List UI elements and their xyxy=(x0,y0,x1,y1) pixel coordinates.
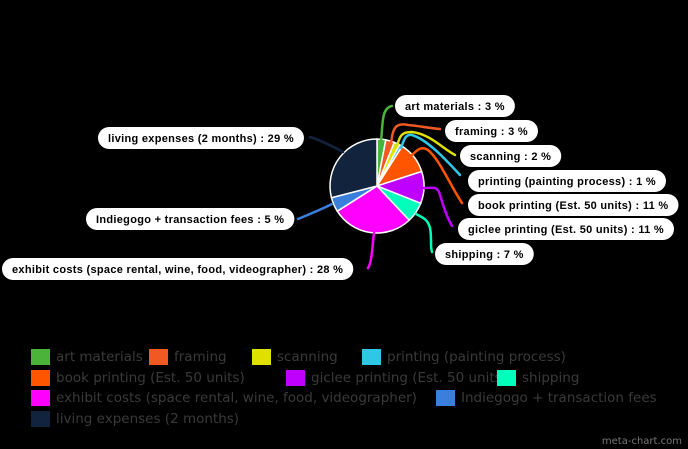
legend-item[interactable]: exhibit costs (space rental, wine, food,… xyxy=(31,390,417,407)
leader-line xyxy=(410,146,464,205)
legend-label: living expenses (2 months) xyxy=(56,410,240,427)
legend-item[interactable]: shipping xyxy=(497,369,580,386)
legend-label: printing (painting process) xyxy=(387,349,566,366)
data-label-text: printing (painting process) : 1 % xyxy=(478,176,656,188)
leader-lines xyxy=(296,104,464,270)
legend-swatch xyxy=(31,349,50,366)
legend-item[interactable]: printing (painting process) xyxy=(362,349,566,366)
legend-row: exhibit costs (space rental, wine, food,… xyxy=(31,388,671,409)
legend-swatch xyxy=(362,349,381,366)
pie-slice xyxy=(329,138,378,199)
data-label-text: art materials : 3 % xyxy=(405,101,505,113)
leader-line xyxy=(308,135,345,154)
data-label-bubble xyxy=(86,208,295,230)
data-label: framing : 3 % xyxy=(445,120,538,142)
leader-line xyxy=(366,231,376,270)
data-label-bubble xyxy=(445,120,538,142)
legend-item[interactable]: Indiegogo + transaction fees xyxy=(436,390,657,407)
leader-line xyxy=(414,212,434,254)
legend-item[interactable]: art materials xyxy=(31,349,143,366)
legend-swatch xyxy=(31,410,50,427)
data-label: exhibit costs (space rental, wine, food,… xyxy=(2,258,354,280)
legend-swatch xyxy=(252,349,271,366)
leader-line xyxy=(389,123,442,145)
pie-slices xyxy=(329,138,425,234)
data-label-text: framing : 3 % xyxy=(455,126,528,138)
data-label-bubble xyxy=(2,258,354,280)
legend-label: framing xyxy=(174,349,227,366)
legend-item[interactable]: book printing (Est. 50 units) xyxy=(31,369,245,386)
data-label-bubble xyxy=(98,127,304,149)
legend-item[interactable]: framing xyxy=(149,349,227,366)
legend-label: giclee printing (Est. 50 units) xyxy=(311,369,507,386)
data-label: shipping : 7 % xyxy=(435,243,534,265)
leader-line xyxy=(422,186,454,228)
data-label-text: giclee printing (Est. 50 units) : 11 % xyxy=(468,224,664,236)
data-label: living expenses (2 months) : 29 % xyxy=(98,127,304,149)
legend-item[interactable]: giclee printing (Est. 50 units) xyxy=(286,369,507,386)
data-label-text: book printing (Est. 50 units) : 11 % xyxy=(478,200,668,212)
data-label-text: shipping : 7 % xyxy=(445,249,524,261)
data-label-text: Indiegogo + transaction fees : 5 % xyxy=(96,214,284,226)
data-labels: art materials : 3 % framing : 3 % scanning… xyxy=(2,95,679,280)
data-label: giclee printing (Est. 50 units) : 11 % xyxy=(458,218,674,240)
legend-row: living expenses (2 months) xyxy=(31,409,671,430)
legend: art materials framing scanning printing (pa… xyxy=(31,347,671,429)
legend-row: book printing (Est. 50 units) giclee prin… xyxy=(31,368,671,389)
watermark: meta-chart.com xyxy=(601,436,682,447)
legend-swatch xyxy=(149,349,168,366)
legend-label: shipping xyxy=(522,369,580,386)
legend-swatch xyxy=(31,369,50,386)
data-label-bubble xyxy=(395,95,515,117)
leader-line xyxy=(296,202,334,221)
data-label: art materials : 3 % xyxy=(395,95,515,117)
legend-label: Indiegogo + transaction fees xyxy=(461,390,657,407)
legend-label: exhibit costs (space rental, wine, food,… xyxy=(56,390,417,407)
data-label: Indiegogo + transaction fees : 5 % xyxy=(86,208,295,230)
data-label-bubble xyxy=(468,170,666,192)
data-label: scanning : 2 % xyxy=(460,145,562,167)
leader-line xyxy=(379,104,394,143)
data-label: printing (painting process) : 1 % xyxy=(468,170,666,192)
legend-swatch xyxy=(497,369,516,386)
data-label-bubble xyxy=(460,145,562,167)
data-label: book printing (Est. 50 units) : 11 % xyxy=(468,194,679,216)
data-label-text: exhibit costs (space rental, wine, food,… xyxy=(12,264,343,276)
legend-item[interactable]: living expenses (2 months) xyxy=(31,410,240,427)
data-label-bubble xyxy=(435,243,534,265)
leader-line xyxy=(399,133,462,177)
data-label-bubble xyxy=(458,218,674,240)
legend-label: scanning xyxy=(277,349,338,366)
leader-line xyxy=(395,130,457,157)
data-label-bubble xyxy=(468,194,679,216)
legend-swatch xyxy=(31,390,50,407)
legend-swatch xyxy=(436,390,455,407)
legend-swatch xyxy=(286,369,305,386)
legend-item[interactable]: scanning xyxy=(252,349,338,366)
legend-label: art materials xyxy=(56,349,143,366)
legend-label: book printing (Est. 50 units) xyxy=(56,369,245,386)
data-label-text: scanning : 2 % xyxy=(470,151,551,163)
data-label-text: living expenses (2 months) : 29 % xyxy=(108,133,294,145)
pie-slice xyxy=(336,185,411,234)
legend-row: art materials framing scanning printing (pa… xyxy=(31,347,671,368)
